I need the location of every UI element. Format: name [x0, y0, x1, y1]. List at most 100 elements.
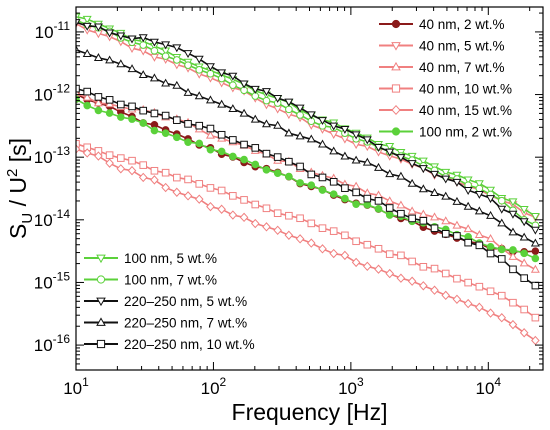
data-point — [363, 194, 372, 203]
data-point — [340, 250, 350, 261]
data-point — [351, 131, 361, 140]
data-point — [150, 175, 159, 185]
data-point — [530, 264, 540, 273]
data-point — [419, 262, 428, 271]
data-point — [195, 139, 204, 148]
data-point — [273, 120, 283, 129]
data-point — [105, 109, 114, 117]
data-point — [463, 201, 473, 210]
data-point — [464, 238, 472, 247]
data-point — [408, 257, 416, 266]
data-point — [93, 98, 103, 107]
data-point — [105, 151, 114, 159]
y-tick-label: 10-13 — [34, 144, 71, 167]
data-point — [161, 111, 170, 120]
legend-label: 100 nm, 5 wt.% — [124, 251, 217, 266]
data-point — [273, 209, 282, 218]
data-point — [206, 145, 215, 154]
legend-item: 220–250 nm, 5 wt.% — [84, 294, 247, 309]
data-point — [352, 237, 360, 246]
data-point — [520, 249, 528, 258]
y-axis-title: SU / U2 [s] — [4, 138, 36, 239]
data-point — [362, 136, 372, 145]
data-point — [418, 184, 428, 193]
data-point — [474, 190, 484, 199]
data-point — [139, 161, 148, 169]
data-point — [486, 186, 496, 195]
data-point — [385, 169, 395, 178]
legend-marker — [391, 61, 401, 71]
data-point — [76, 140, 80, 148]
x-tick-label: 101 — [63, 375, 89, 398]
legend-item: 220–250 nm, 7 wt.% — [84, 316, 247, 331]
data-point — [206, 201, 215, 212]
legend-label: 40 nm, 2 wt.% — [419, 17, 505, 32]
data-point — [374, 264, 383, 274]
data-point — [374, 162, 383, 171]
data-point — [183, 191, 193, 201]
data-point — [441, 269, 450, 278]
data-point — [329, 131, 339, 140]
data-point — [173, 133, 181, 142]
data-point — [205, 95, 215, 104]
data-point — [340, 125, 350, 134]
data-point — [374, 197, 383, 205]
data-point — [161, 52, 170, 60]
y-tick-label: 10-15 — [34, 269, 71, 292]
series — [76, 140, 540, 322]
data-point — [341, 194, 349, 203]
data-point — [396, 171, 406, 180]
series — [76, 84, 540, 290]
data-point — [497, 196, 506, 205]
x-tick-label: 103 — [338, 375, 364, 398]
data-point — [195, 121, 204, 130]
data-point — [497, 291, 506, 300]
legend-item: 100 nm, 7 wt.% — [84, 273, 217, 288]
data-point — [351, 155, 361, 164]
data-point — [262, 204, 271, 213]
data-point — [419, 216, 428, 225]
data-point — [407, 276, 417, 286]
data-point — [362, 261, 372, 271]
data-point — [296, 162, 304, 171]
data-point — [430, 285, 439, 295]
data-point — [497, 218, 507, 227]
data-point — [441, 216, 451, 225]
data-point — [475, 302, 484, 312]
data-point — [150, 166, 159, 175]
data-point — [161, 129, 170, 137]
data-point — [239, 212, 249, 223]
data-point — [82, 92, 92, 101]
legend-item: 40 nm, 7 wt.% — [379, 60, 505, 75]
data-point — [441, 168, 451, 177]
data-point — [363, 240, 372, 249]
data-point — [194, 55, 204, 64]
data-point — [195, 66, 204, 74]
data-point — [117, 100, 125, 109]
data-point — [407, 206, 417, 215]
tick-labels: 101 102 103 104 10-16 10-15 10-14 10-13 10-12 10-… — [34, 19, 502, 398]
data-point — [307, 219, 316, 228]
data-point — [307, 170, 316, 179]
data-point — [172, 44, 182, 53]
data-point — [172, 187, 182, 197]
data-point — [519, 328, 529, 338]
series — [76, 19, 540, 235]
data-point — [128, 156, 136, 165]
data-point — [452, 220, 462, 229]
legend-marker — [391, 84, 401, 93]
data-point — [474, 206, 484, 215]
data-point — [229, 192, 237, 200]
data-point — [105, 55, 115, 64]
legend-label: 40 nm, 15 wt.% — [419, 103, 512, 118]
data-point — [520, 274, 528, 282]
data-point — [430, 170, 440, 179]
data-point — [284, 98, 294, 107]
y-tick-label: 10-11 — [35, 19, 71, 42]
data-point — [138, 34, 148, 43]
data-point — [452, 178, 462, 187]
data-point — [430, 264, 439, 273]
data-point — [463, 176, 473, 185]
data-point — [228, 72, 238, 81]
